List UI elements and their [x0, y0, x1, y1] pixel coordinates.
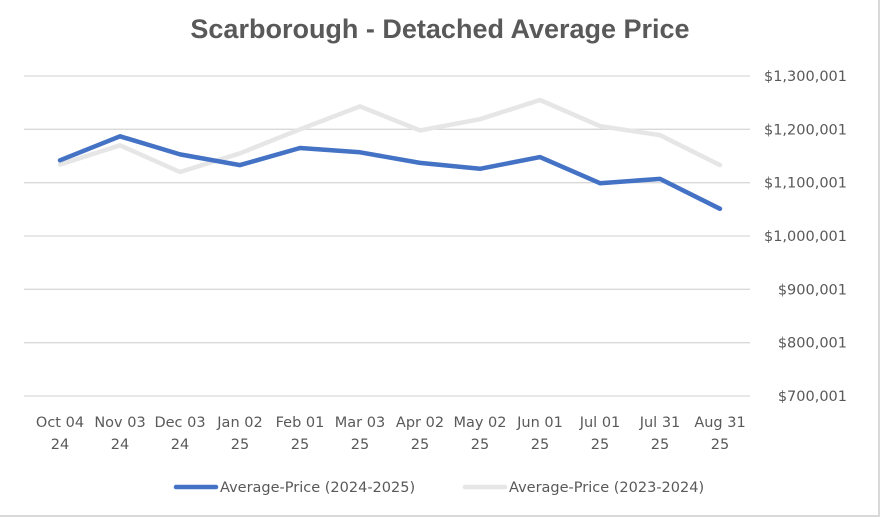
x-tick-label-year: 25	[291, 437, 309, 453]
x-tick-label: Oct 04	[36, 415, 84, 431]
x-tick-label: May 02	[453, 415, 506, 431]
y-tick-label: $700,001	[778, 389, 847, 405]
x-tick-label: Jul 01	[579, 415, 621, 431]
x-tick-label-year: 25	[591, 437, 609, 453]
series-layer	[57, 97, 723, 212]
y-tick-label: $900,001	[778, 282, 847, 298]
y-tick-label: $1,100,001	[764, 176, 847, 192]
y-tick-label: $1,200,001	[764, 122, 847, 138]
y-axis-ticks: $700,001 $800,001 $900,001 $1,000,001 $1,100…	[764, 69, 847, 405]
x-tick-label: Feb 01	[276, 415, 325, 431]
x-tick-label-year: 25	[711, 437, 729, 453]
legend: Average-Price (2024-2025) Average-Price (…	[173, 480, 704, 496]
series-line-1	[57, 97, 723, 175]
y-tick-label: $1,300,001	[764, 69, 847, 85]
x-axis-ticks: Oct 04 24 Nov 03 24 Dec 03 24 Jan 02 25 Feb 01 25…	[36, 415, 746, 453]
x-tick-label: Apr 02	[396, 415, 444, 431]
x-tick-label: Nov 03	[94, 415, 145, 431]
x-tick-label: Aug 31	[694, 415, 745, 431]
x-tick-label-year: 24	[171, 437, 189, 453]
x-tick-label-year: 24	[111, 437, 129, 453]
x-tick-label-year: 25	[351, 437, 369, 453]
y-tick-label: $800,001	[778, 336, 847, 352]
y-tick-label: $1,000,001	[764, 229, 847, 245]
x-tick-label: Jan 02	[216, 415, 262, 431]
x-tick-label: Jun 01	[516, 415, 563, 431]
x-tick-label: Mar 03	[335, 415, 385, 431]
x-tick-label-year: 25	[231, 437, 249, 453]
x-tick-label: Jul 31	[639, 415, 681, 431]
x-tick-label: Dec 03	[154, 415, 205, 431]
x-tick-label-year: 25	[471, 437, 489, 453]
legend-label-0: Average-Price (2024-2025)	[220, 480, 415, 496]
legend-label-1: Average-Price (2023-2024)	[509, 480, 704, 496]
x-tick-label-year: 25	[531, 437, 549, 453]
x-tick-label-year: 24	[51, 437, 69, 453]
x-tick-label-year: 25	[651, 437, 669, 453]
x-tick-label-year: 25	[411, 437, 429, 453]
series-line-0	[57, 134, 723, 212]
gridlines	[24, 75, 750, 397]
chart-title: Scarborough - Detached Average Price	[190, 14, 690, 44]
